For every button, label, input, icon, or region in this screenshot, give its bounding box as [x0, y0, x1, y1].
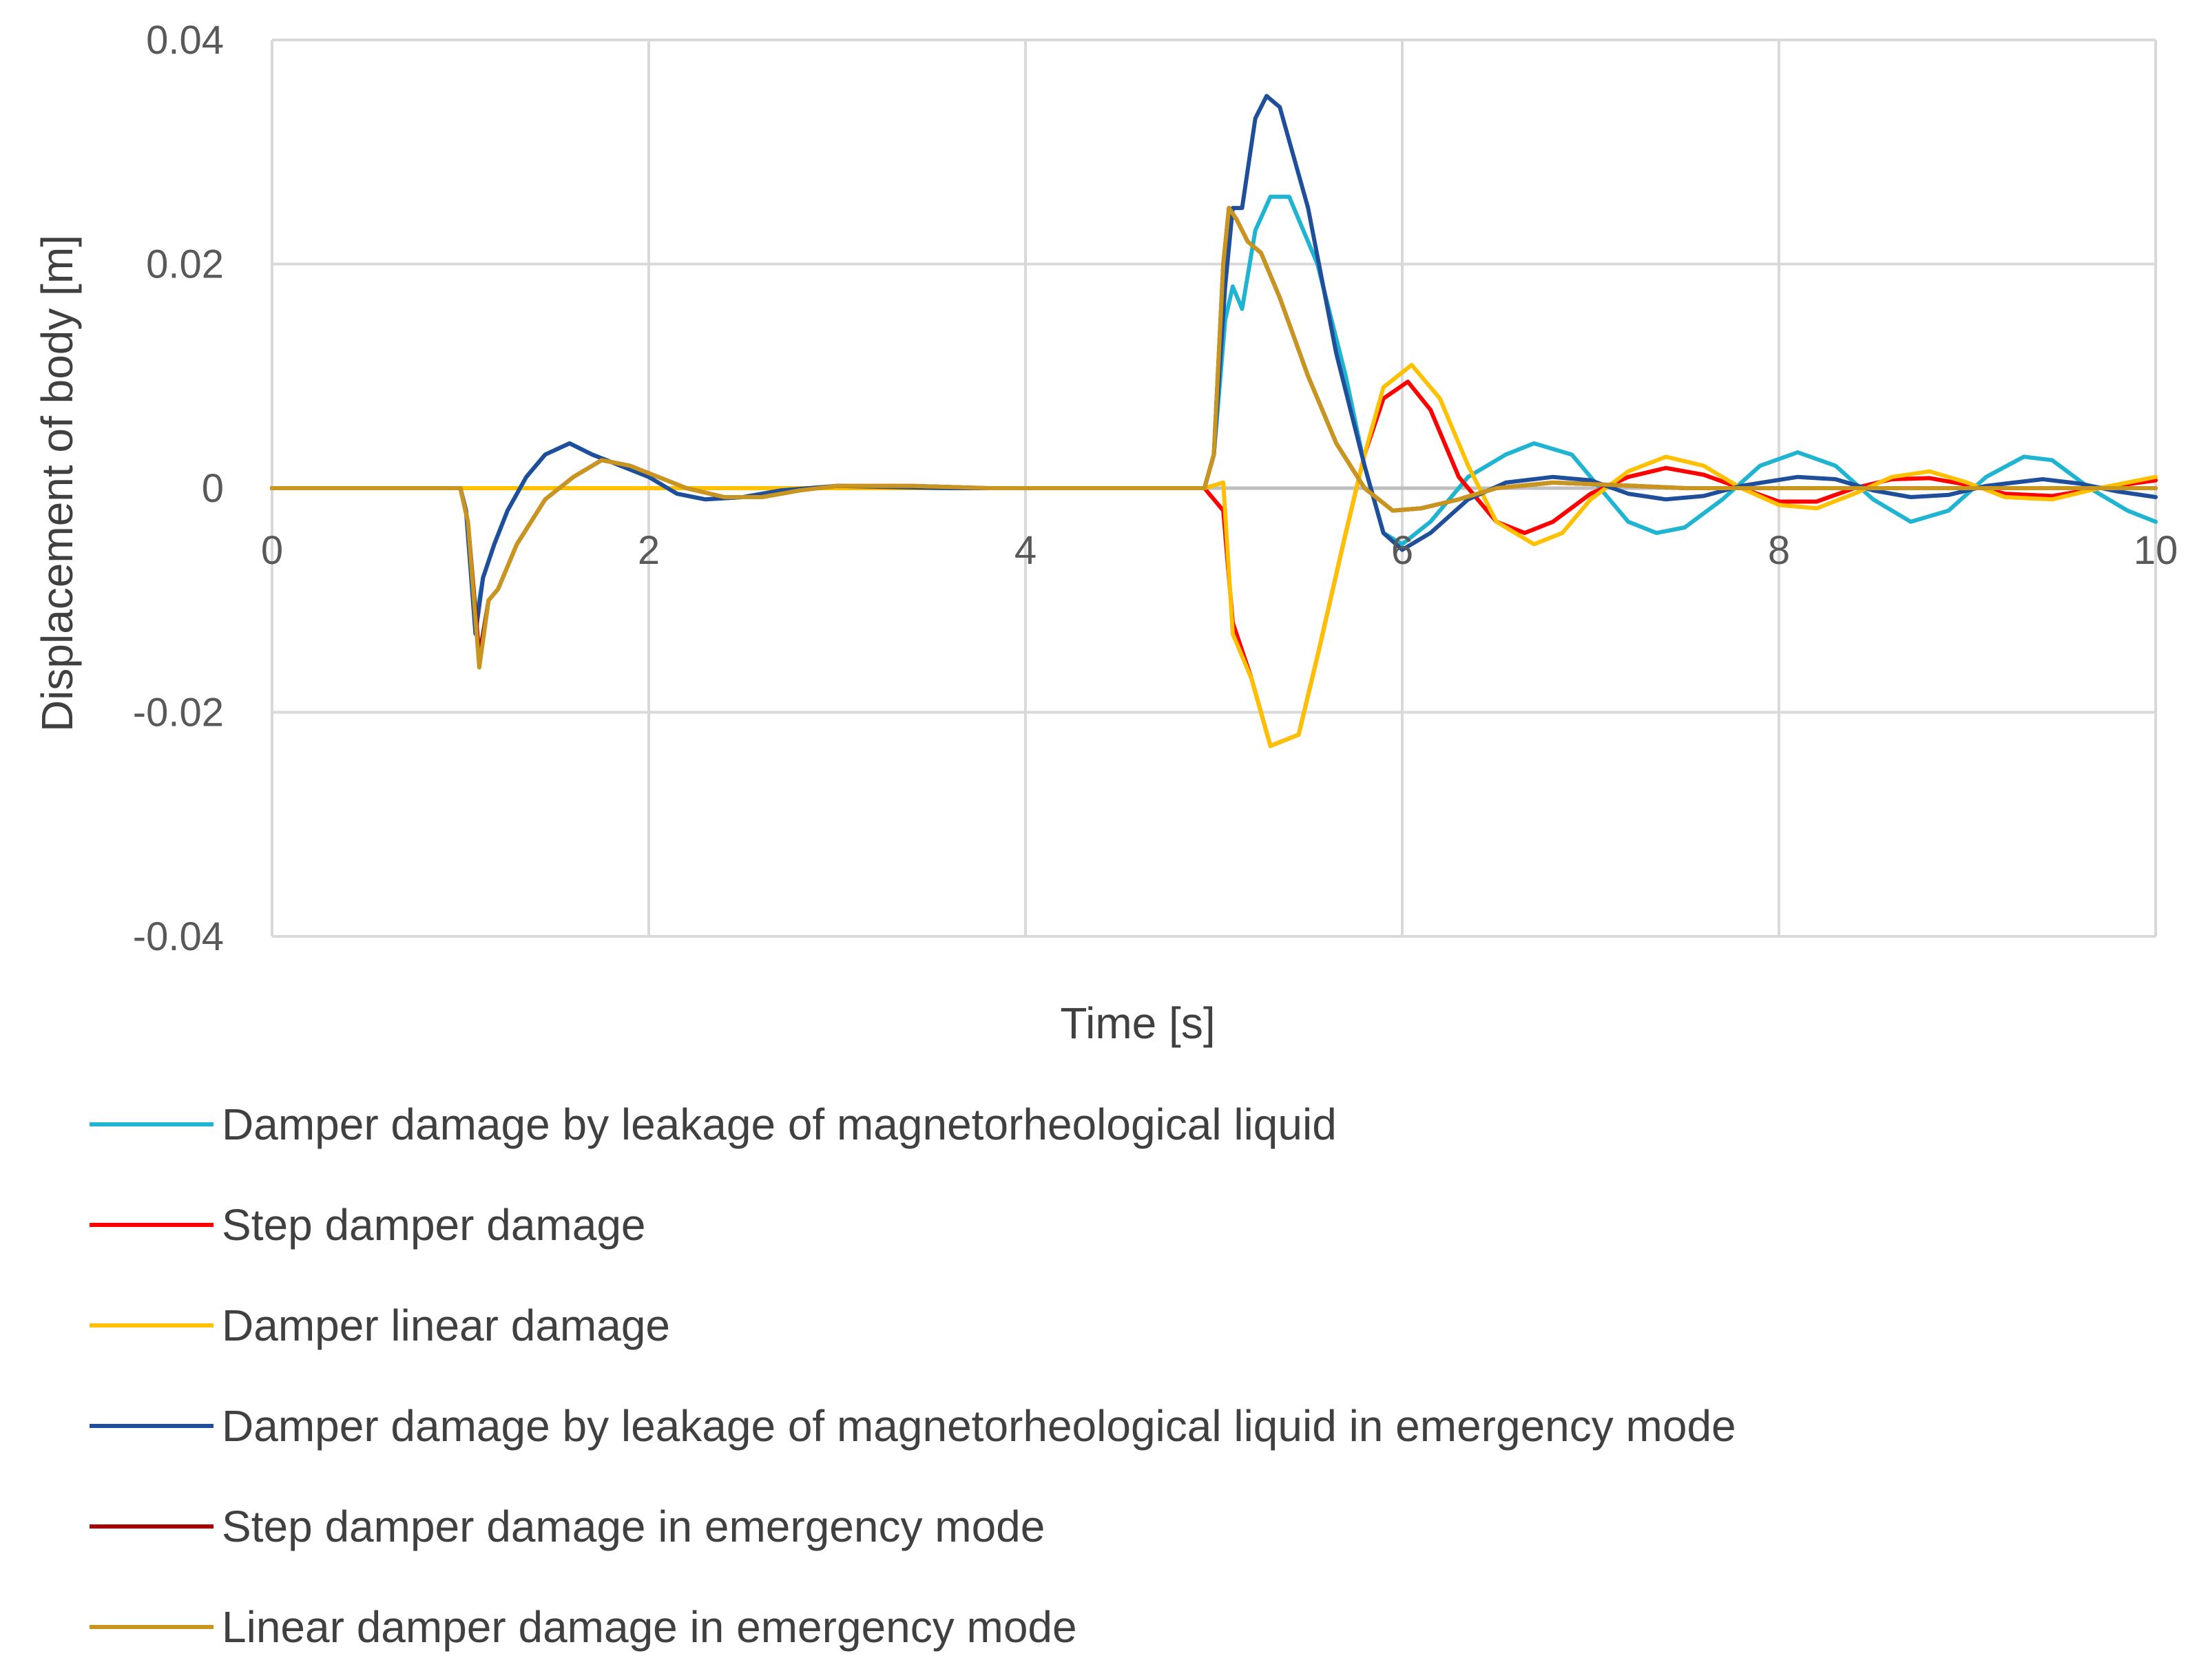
- line-chart: 0 2 4 6 8 10 0.04 0.02 0 -0.02 -0.04 Displacement …: [0, 0, 2197, 1074]
- legend-swatch: [90, 1424, 214, 1428]
- y-axis-title: Displacement of body [m]: [32, 235, 82, 732]
- legend-swatch: [90, 1223, 214, 1227]
- y-tick-label: -0.02: [133, 691, 224, 735]
- legend-item: Damper damage by leakage of magnetorheol…: [90, 1376, 2183, 1476]
- legend-item: Step damper damage in emergency mode: [90, 1476, 2183, 1577]
- x-tick-label: 2: [638, 528, 660, 573]
- y-tick-label: 0.02: [146, 242, 224, 287]
- legend-swatch: [90, 1122, 214, 1126]
- series-line-3: [270, 363, 2158, 748]
- x-tick-label: 6: [1391, 528, 1413, 573]
- y-tick-label: -0.04: [133, 914, 224, 959]
- legend-item: Linear damper damage in emergency mode: [90, 1577, 2183, 1677]
- legend-item: Damper linear damage: [90, 1275, 2183, 1376]
- tick-labels: 0 2 4 6 8 10 0.04 0.02 0 -0.02 -0.04: [133, 18, 2178, 959]
- legend-swatch: [90, 1323, 214, 1327]
- series-lines: [270, 94, 2158, 748]
- legend-swatch: [90, 1524, 214, 1529]
- legend-label: Damper linear damage: [222, 1301, 670, 1350]
- y-tick-label: 0: [202, 466, 224, 511]
- legend-item: Step damper damage: [90, 1175, 2183, 1275]
- plot-area: [0, 0, 2197, 1074]
- legend-label: Linear damper damage in emergency mode: [222, 1602, 1077, 1652]
- legend-swatch: [90, 1625, 214, 1629]
- legend-label: Damper damage by leakage of magnetorheol…: [222, 1401, 1736, 1451]
- legend-label: Step damper damage: [222, 1200, 646, 1250]
- series-line-6: [270, 206, 2158, 670]
- x-tick-label: 4: [1014, 528, 1037, 573]
- x-tick-label: 10: [2134, 528, 2178, 573]
- x-axis-title: Time [s]: [1060, 998, 1215, 1048]
- legend-label: Damper damage by leakage of magnetorheol…: [222, 1100, 1337, 1149]
- x-tick-label: 8: [1768, 528, 1790, 573]
- x-tick-label: 0: [261, 528, 283, 573]
- legend-item: Damper damage by leakage of magnetorheol…: [90, 1074, 2183, 1175]
- y-tick-label: 0.04: [146, 18, 224, 63]
- series-line-4: [270, 94, 2158, 636]
- legend: Damper damage by leakage of magnetorheol…: [90, 1074, 2183, 1677]
- legend-label: Step damper damage in emergency mode: [222, 1502, 1045, 1551]
